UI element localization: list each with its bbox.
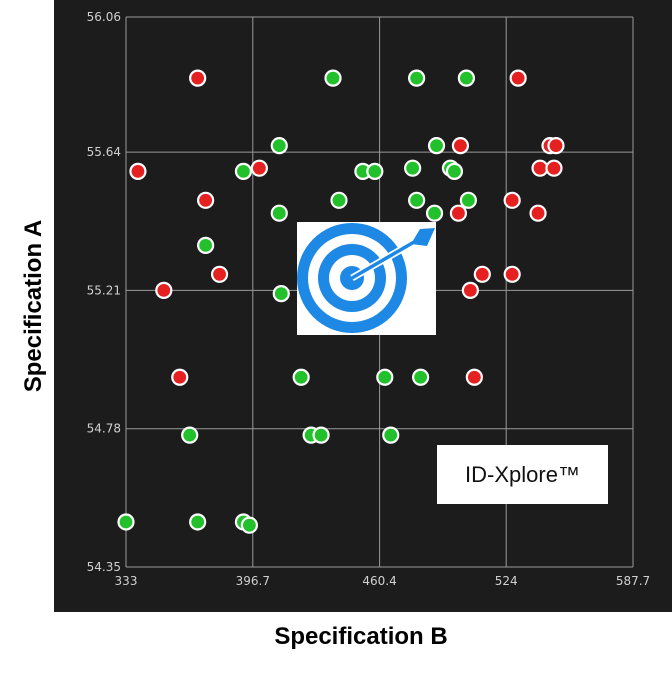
data-points	[117, 69, 565, 534]
fail-point	[210, 265, 229, 283]
x-axis-title: Specification B	[274, 623, 447, 650]
fail-point	[545, 159, 563, 177]
watermark-box: ID-Xplore™	[437, 445, 608, 504]
x-tick-label: 333	[115, 574, 138, 588]
pass-point	[457, 69, 475, 87]
y-tick-labels: 56.06 55.64 55.21 54.78 54.35	[87, 10, 121, 574]
pass-point	[382, 426, 400, 444]
x-tick-label: 524	[495, 574, 518, 588]
fail-point	[129, 162, 147, 180]
y-tick-label: 55.21	[87, 283, 121, 297]
fail-point	[509, 69, 527, 87]
pass-point	[117, 513, 135, 531]
pass-point	[404, 159, 422, 177]
pass-point	[425, 204, 444, 222]
y-tick-label: 56.06	[87, 10, 121, 24]
x-tick-labels: 333 396.7 460.4 524 587.7	[115, 574, 651, 588]
target-icon	[297, 222, 436, 335]
pass-point	[408, 191, 426, 209]
fail-point	[461, 281, 479, 299]
watermark-text: ID-Xplore™	[465, 461, 580, 487]
pass-point	[312, 426, 330, 444]
fail-point	[250, 159, 268, 177]
pass-point	[427, 137, 446, 155]
x-tick-label: 396.7	[236, 574, 270, 588]
pass-point	[330, 191, 348, 209]
pass-point	[234, 162, 253, 180]
fail-point	[503, 191, 521, 209]
fail-point	[197, 191, 215, 209]
pass-point	[408, 69, 426, 87]
fail-point	[529, 204, 547, 222]
pass-point	[272, 285, 290, 303]
pass-point	[445, 162, 464, 180]
fail-point	[465, 368, 483, 386]
y-tick-label: 55.64	[87, 145, 121, 159]
pass-point	[197, 236, 215, 254]
pass-point	[270, 204, 288, 222]
fail-point	[189, 69, 207, 87]
x-tick-label: 587.7	[616, 574, 650, 588]
fail-point	[473, 265, 491, 283]
pass-point	[459, 191, 477, 209]
pass-point	[181, 426, 199, 444]
fail-point	[503, 265, 521, 283]
x-tick-label: 460.4	[362, 574, 396, 588]
fail-point	[449, 204, 468, 222]
pass-point	[189, 513, 207, 531]
pass-point	[270, 137, 288, 155]
y-axis-title: Specification A	[20, 220, 47, 392]
pass-point	[324, 69, 342, 87]
fail-point	[531, 159, 549, 177]
pass-point	[292, 368, 310, 386]
y-tick-label: 54.78	[87, 422, 121, 436]
y-tick-label: 54.35	[87, 560, 121, 574]
pass-point	[412, 368, 430, 386]
pass-point	[240, 516, 259, 534]
fail-point	[451, 137, 470, 155]
fail-point	[171, 368, 189, 386]
fail-point	[155, 281, 173, 299]
pass-point	[376, 368, 394, 386]
fail-point	[547, 137, 565, 155]
pass-point	[366, 162, 384, 180]
